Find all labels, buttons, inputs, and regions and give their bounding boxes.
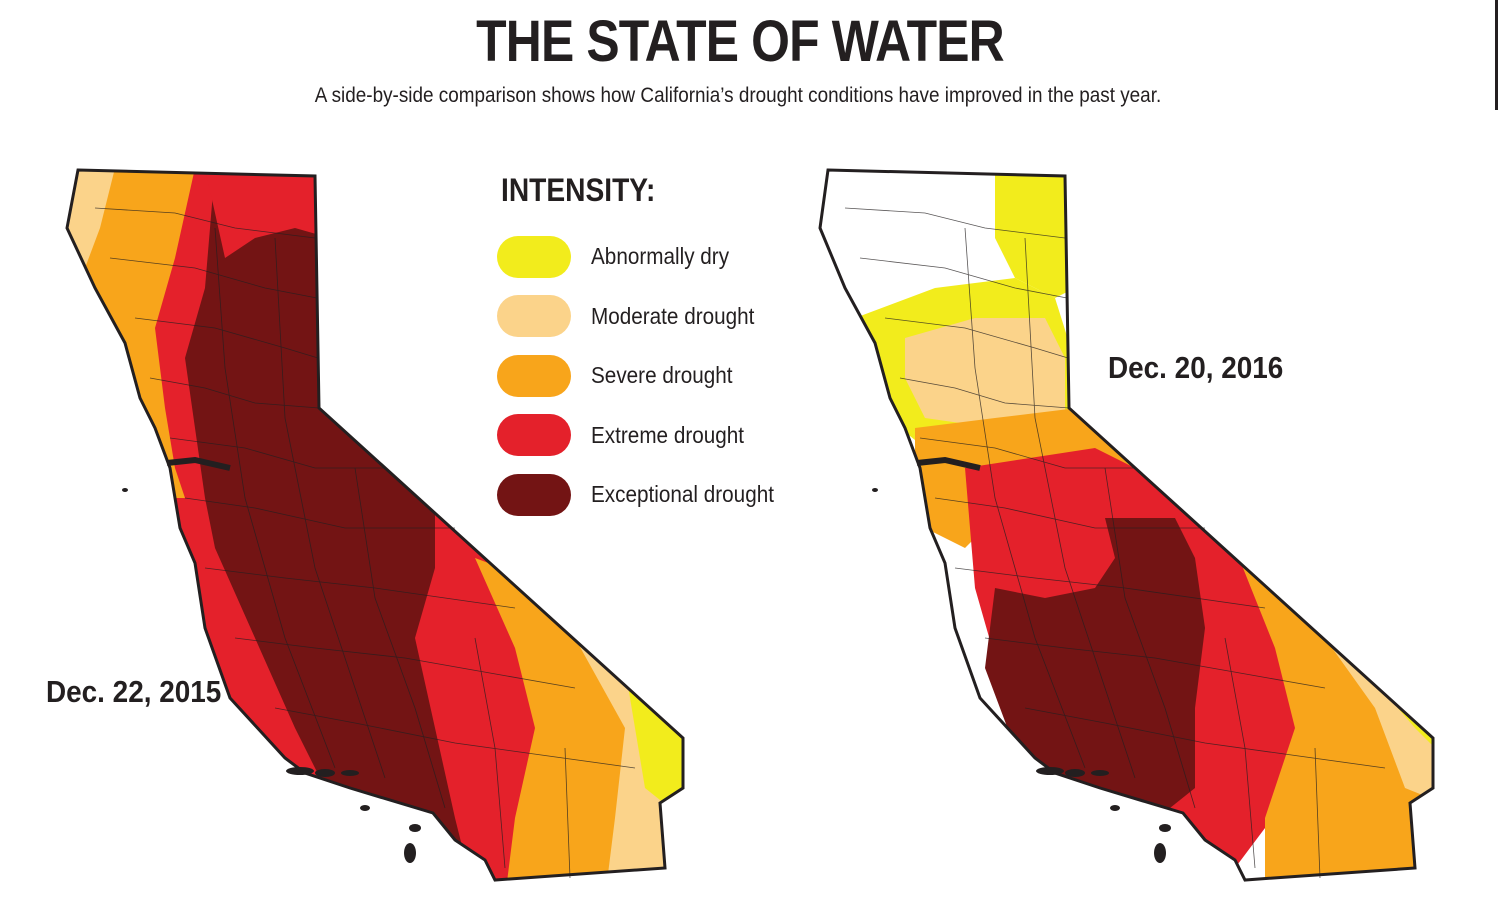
map-date-2016: Dec. 20, 2016 bbox=[1108, 350, 1284, 385]
exceptional-drought-zone bbox=[985, 518, 1205, 828]
legend-item-exceptional-drought: Exceptional drought bbox=[497, 465, 794, 525]
legend-swatch bbox=[497, 235, 571, 278]
legend-swatch bbox=[497, 295, 571, 338]
legend-swatch bbox=[497, 354, 571, 397]
legend-swatch bbox=[497, 414, 571, 457]
extreme-drought-zone-north bbox=[205, 170, 330, 258]
legend-item-moderate-drought: Moderate drought bbox=[497, 287, 794, 347]
channel-islands bbox=[122, 488, 421, 863]
legend-title: INTENSITY: bbox=[501, 172, 656, 208]
legend-item-abnormally-dry: Abnormally dry bbox=[497, 227, 794, 287]
page-title: THE STATE OF WATER bbox=[476, 9, 1004, 74]
legend-label: Extreme drought bbox=[591, 421, 745, 448]
county-lines bbox=[94, 207, 636, 879]
legend-label: Moderate drought bbox=[591, 302, 755, 329]
legend-item-extreme-drought: Extreme drought bbox=[497, 406, 794, 466]
legend-label: Severe drought bbox=[591, 362, 733, 389]
legend-label: Abnormally dry bbox=[591, 243, 730, 270]
page-subtitle: A side-by-side comparison shows how Cali… bbox=[314, 84, 1162, 107]
county-lines bbox=[844, 207, 1386, 879]
sf-bay bbox=[166, 456, 231, 471]
sf-bay bbox=[916, 456, 981, 471]
legend-label: Exceptional drought bbox=[591, 481, 774, 508]
moderate-drought-zone bbox=[905, 318, 1065, 428]
map-date-2015: Dec. 22, 2015 bbox=[46, 674, 222, 709]
california-map-2015 bbox=[65, 168, 685, 882]
abnormally-dry-zone-north bbox=[995, 170, 1075, 298]
intensity-legend: INTENSITY: Abnormally dry Moderate droug… bbox=[497, 172, 794, 525]
legend-item-severe-drought: Severe drought bbox=[497, 346, 794, 406]
abnormally-dry-zone-east bbox=[625, 668, 683, 828]
edge-rule bbox=[1495, 0, 1498, 110]
channel-islands bbox=[872, 488, 1171, 863]
legend-swatch bbox=[497, 473, 571, 516]
california-map-2016 bbox=[818, 168, 1435, 882]
